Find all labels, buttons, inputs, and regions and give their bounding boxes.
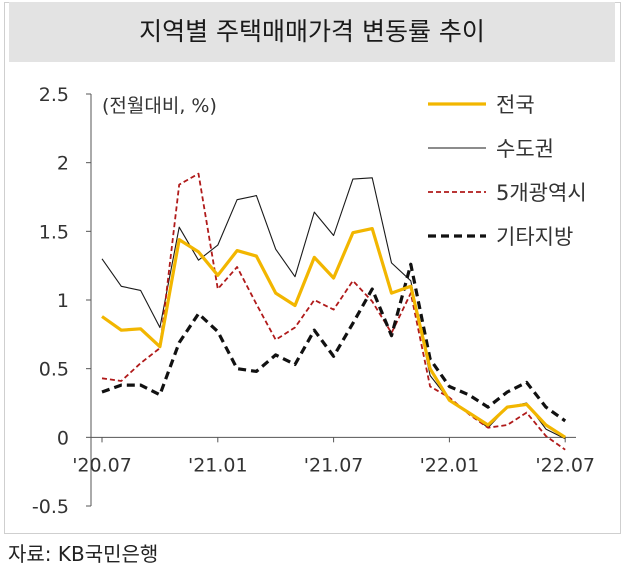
chart-title: 지역별 주택매매가격 변동률 추이	[139, 17, 485, 46]
y-axis: 2.5 2 1.5 1 0.5 0 -0.5	[32, 84, 92, 518]
y-tick-label: 0	[57, 427, 69, 449]
y-tick-label: 2	[57, 153, 69, 175]
y-tick-label: -0.5	[32, 496, 69, 518]
y-tick-label: 1.5	[39, 221, 69, 243]
legend-label: 기타지방	[496, 225, 573, 249]
series-group	[101, 172, 567, 451]
x-tick-label: '21.01	[188, 454, 248, 476]
x-tick-label: '20.07	[72, 454, 132, 476]
y-tick-label: 1	[57, 290, 69, 312]
legend-label: 전국	[496, 93, 535, 117]
series-line-0	[101, 227, 567, 439]
x-tick-label: '21.07	[304, 454, 364, 476]
x-tick-label: '22.07	[535, 454, 595, 476]
x-axis: '20.07 '21.01 '21.07 '22.01 '22.07	[72, 436, 595, 476]
source-note: 자료: KB국민은행	[8, 542, 159, 566]
series-line-2	[101, 172, 566, 451]
series-line-3	[101, 262, 567, 423]
title-bar: 지역별 주택매매가격 변동률 추이	[9, 2, 615, 62]
y-tick-label: 0.5	[39, 359, 69, 381]
y-tick-label: 2.5	[39, 84, 69, 106]
unit-label: (전월대비, %)	[102, 95, 217, 117]
legend-label: 5개광역시	[496, 181, 587, 205]
legend-label: 수도권	[496, 137, 554, 161]
x-tick-label: '22.01	[420, 454, 480, 476]
